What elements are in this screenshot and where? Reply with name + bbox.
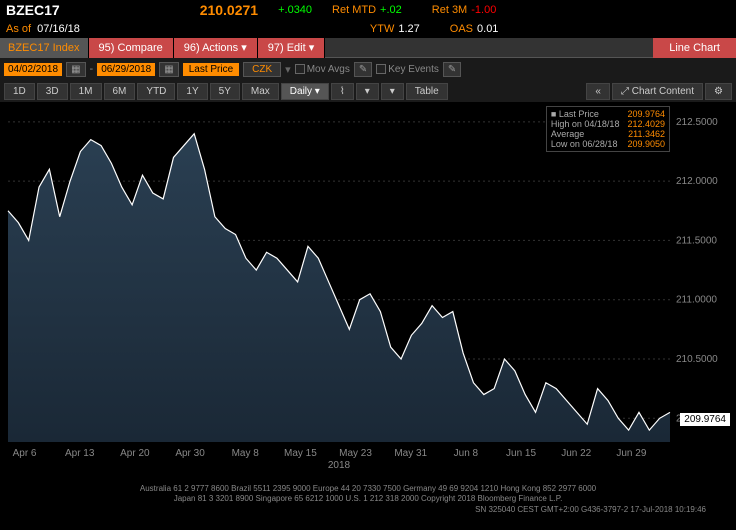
oas-label: OAS bbox=[450, 23, 473, 35]
ytw-label: YTW bbox=[370, 23, 394, 35]
svg-text:Apr 20: Apr 20 bbox=[120, 448, 150, 459]
svg-text:2018: 2018 bbox=[328, 460, 351, 471]
index-dropdown[interactable]: BZEC17 Index bbox=[0, 38, 89, 58]
ret-3m-label: Ret 3M bbox=[432, 4, 467, 16]
mov-avgs-edit-icon[interactable]: ✎ bbox=[354, 62, 372, 77]
svg-text:Apr 6: Apr 6 bbox=[13, 448, 37, 459]
footer-line3: SN 325040 CEST GMT+2:00 G436-3797-2 17-J… bbox=[20, 505, 716, 515]
svg-text:Jun 8: Jun 8 bbox=[454, 448, 479, 459]
last-price-dropdown[interactable]: Last Price bbox=[183, 63, 239, 76]
range-1m[interactable]: 1M bbox=[70, 83, 102, 100]
price-change: +.0340 bbox=[278, 4, 312, 16]
range-5y[interactable]: 5Y bbox=[210, 83, 240, 100]
range-3d[interactable]: 3D bbox=[37, 83, 68, 100]
svg-text:May 15: May 15 bbox=[284, 448, 317, 459]
compare-button[interactable]: 95) Compare bbox=[89, 38, 174, 58]
asof-label: As of bbox=[6, 23, 31, 35]
chart-content-button[interactable]: ⤢ Chart Content bbox=[612, 83, 703, 100]
edit-button[interactable]: 97) Edit ▾ bbox=[258, 38, 326, 58]
interval-dropdown[interactable]: Daily ▾ bbox=[281, 83, 329, 100]
svg-text:Jun 15: Jun 15 bbox=[506, 448, 536, 459]
oas-value: 0.01 bbox=[477, 23, 498, 35]
dropdown-icon[interactable]: ▾ bbox=[381, 83, 404, 100]
date-to-input[interactable]: 06/29/2018 bbox=[97, 63, 155, 76]
key-events-checkbox[interactable]: Key Events bbox=[376, 64, 439, 75]
footer: Australia 61 2 9777 8600 Brazil 5511 239… bbox=[0, 482, 736, 517]
ytw-value: 1.27 bbox=[398, 23, 419, 35]
range-6m[interactable]: 6M bbox=[104, 83, 136, 100]
ret-mtd-label: Ret MTD bbox=[332, 4, 376, 16]
range-1y[interactable]: 1Y bbox=[177, 83, 207, 100]
range-1d[interactable]: 1D bbox=[4, 83, 35, 100]
range-ytd[interactable]: YTD bbox=[137, 83, 175, 100]
svg-text:Jun 22: Jun 22 bbox=[561, 448, 591, 459]
range-max[interactable]: Max bbox=[242, 83, 279, 100]
date-from-picker-icon[interactable]: ▦ bbox=[66, 62, 85, 77]
svg-text:211.0000: 211.0000 bbox=[676, 295, 717, 306]
footer-line1: Australia 61 2 9777 8600 Brazil 5511 239… bbox=[20, 484, 716, 494]
date-to-picker-icon[interactable]: ▦ bbox=[159, 62, 178, 77]
footer-line2: Japan 81 3 3201 8900 Singapore 65 6212 1… bbox=[20, 494, 716, 504]
last-price: 210.0271 bbox=[200, 2, 258, 18]
actions-button[interactable]: 96) Actions ▾ bbox=[174, 38, 258, 58]
ret-mtd-value: +.02 bbox=[380, 4, 402, 16]
key-events-edit-icon[interactable]: ✎ bbox=[443, 62, 461, 77]
last-value-badge: 209.9764 bbox=[680, 413, 730, 426]
gear-icon[interactable]: ⚙ bbox=[705, 83, 732, 100]
asof-value: 07/16/18 bbox=[37, 23, 80, 35]
chart-type-label[interactable]: Line Chart bbox=[653, 38, 736, 58]
date-from-input[interactable]: 04/02/2018 bbox=[4, 63, 62, 76]
svg-text:May 23: May 23 bbox=[339, 448, 372, 459]
table-button[interactable]: Table bbox=[406, 83, 448, 100]
collapse-button[interactable]: « bbox=[586, 83, 610, 100]
note-icon[interactable]: ▾ bbox=[356, 83, 379, 100]
svg-text:Apr 13: Apr 13 bbox=[65, 448, 95, 459]
ret-3m-value: -1.00 bbox=[471, 4, 496, 16]
svg-text:210.5000: 210.5000 bbox=[676, 354, 718, 365]
legend-box: ■ Last Price209.9764 High on 04/18/18212… bbox=[546, 106, 670, 152]
svg-text:May 31: May 31 bbox=[394, 448, 427, 459]
mov-avgs-checkbox[interactable]: Mov Avgs bbox=[295, 64, 350, 75]
svg-text:Apr 30: Apr 30 bbox=[175, 448, 205, 459]
svg-text:212.0000: 212.0000 bbox=[676, 176, 718, 187]
svg-text:May 8: May 8 bbox=[232, 448, 260, 459]
svg-text:212.5000: 212.5000 bbox=[676, 117, 718, 128]
chart-type-icon[interactable]: ⌇ bbox=[331, 83, 354, 100]
chart-area[interactable]: 210.0000210.5000211.0000211.5000212.0000… bbox=[0, 102, 736, 482]
currency-dropdown[interactable]: CZK bbox=[243, 62, 281, 77]
svg-text:Jun 29: Jun 29 bbox=[616, 448, 646, 459]
ticker: BZEC17 bbox=[6, 2, 60, 18]
svg-text:211.5000: 211.5000 bbox=[676, 235, 717, 246]
